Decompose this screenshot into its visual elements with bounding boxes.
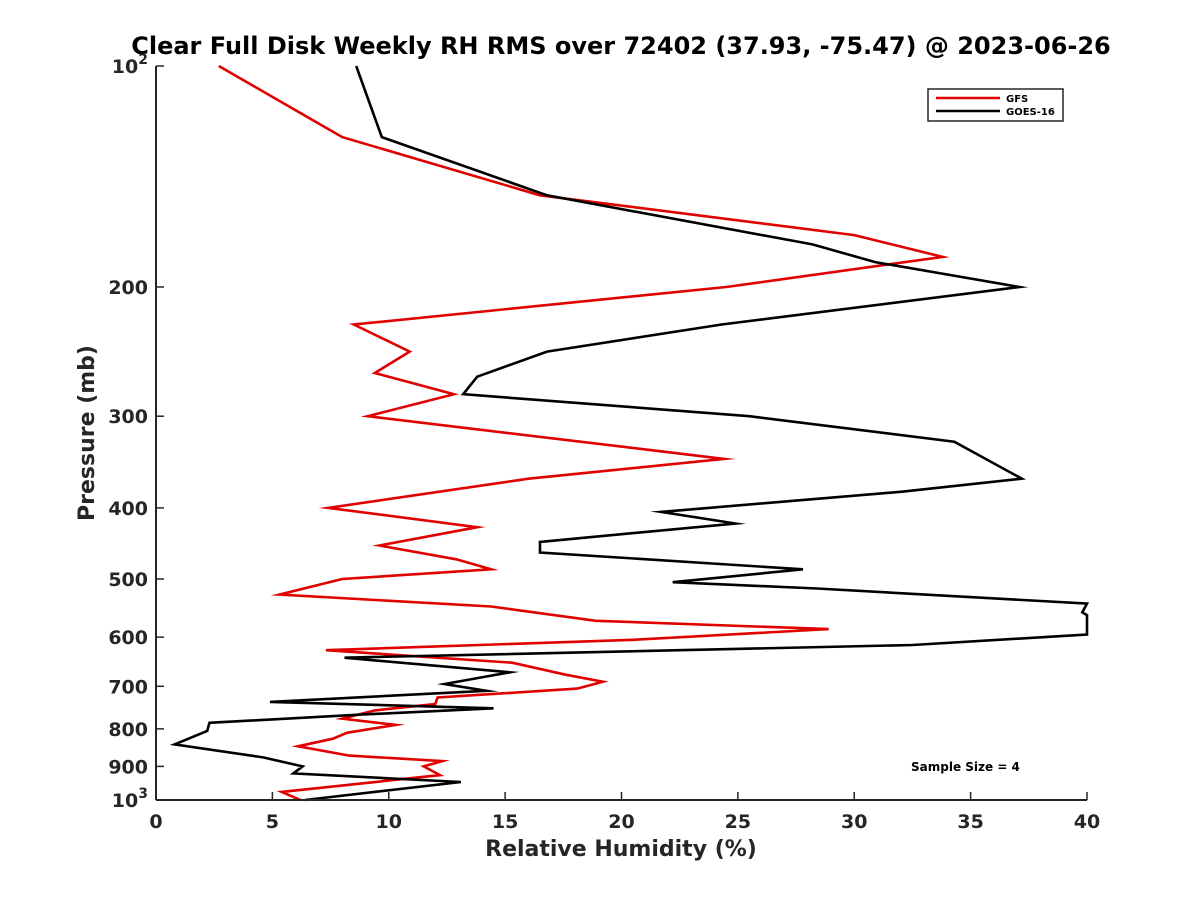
- x-tick-label: 20: [608, 811, 634, 833]
- y-tick-label: 800: [108, 719, 148, 741]
- y-tick-label-base: 800: [108, 719, 148, 741]
- y-tick-label-base: 900: [108, 756, 148, 778]
- y-tick-label-exponent: 3: [138, 786, 148, 802]
- chart-title: Clear Full Disk Weekly RH RMS over 72402…: [131, 32, 1111, 60]
- series-line-gfs: [218, 64, 950, 802]
- x-tick-label: 10: [376, 811, 402, 833]
- x-tick-label: 0: [149, 811, 162, 833]
- sample-size-note: Sample Size = 4: [911, 760, 1020, 774]
- x-axis-label: Relative Humidity (%): [485, 837, 757, 862]
- y-tick-label: 102: [112, 52, 148, 78]
- y-tick-label-base: 700: [108, 676, 148, 698]
- y-tick-label-base: 500: [108, 569, 148, 591]
- y-tick-label: 103: [112, 786, 148, 812]
- legend-box: [927, 88, 1064, 122]
- x-ticks: 0 5 10 15 20 25 30 35 40: [149, 792, 1100, 833]
- x-tick-label: 35: [957, 811, 983, 833]
- y-axis-label: Pressure (mb): [75, 345, 100, 521]
- legend: GFS GOES-16: [927, 88, 1064, 122]
- y-tick-label: 900: [108, 756, 148, 778]
- y-tick-label: 300: [108, 406, 148, 428]
- y-tick-label: 200: [108, 277, 148, 299]
- y-tick-label-exponent: 2: [138, 52, 148, 68]
- y-tick-label: 700: [108, 676, 148, 698]
- y-tick-label: 600: [108, 627, 148, 649]
- x-tick-label: 25: [725, 811, 751, 833]
- y-tick-label: 400: [108, 498, 148, 520]
- y-tick-label-base: 10: [112, 56, 138, 78]
- x-tick-label: 40: [1074, 811, 1100, 833]
- y-tick-label: 500: [108, 569, 148, 591]
- y-tick-label-base: 400: [108, 498, 148, 520]
- y-tick-label-base: 200: [108, 277, 148, 299]
- legend-label-gfs: GFS: [1006, 94, 1028, 105]
- x-tick-label: 15: [492, 811, 518, 833]
- x-tick-label: 30: [841, 811, 867, 833]
- x-tick-label: 5: [266, 811, 279, 833]
- y-tick-label-base: 300: [108, 406, 148, 428]
- series-layer: [169, 64, 1090, 802]
- y-tick-label-base: 600: [108, 627, 148, 649]
- series-line-goes-16: [169, 65, 1090, 802]
- legend-label-goes-16: GOES-16: [1006, 107, 1055, 118]
- y-tick-label-base: 10: [112, 790, 138, 812]
